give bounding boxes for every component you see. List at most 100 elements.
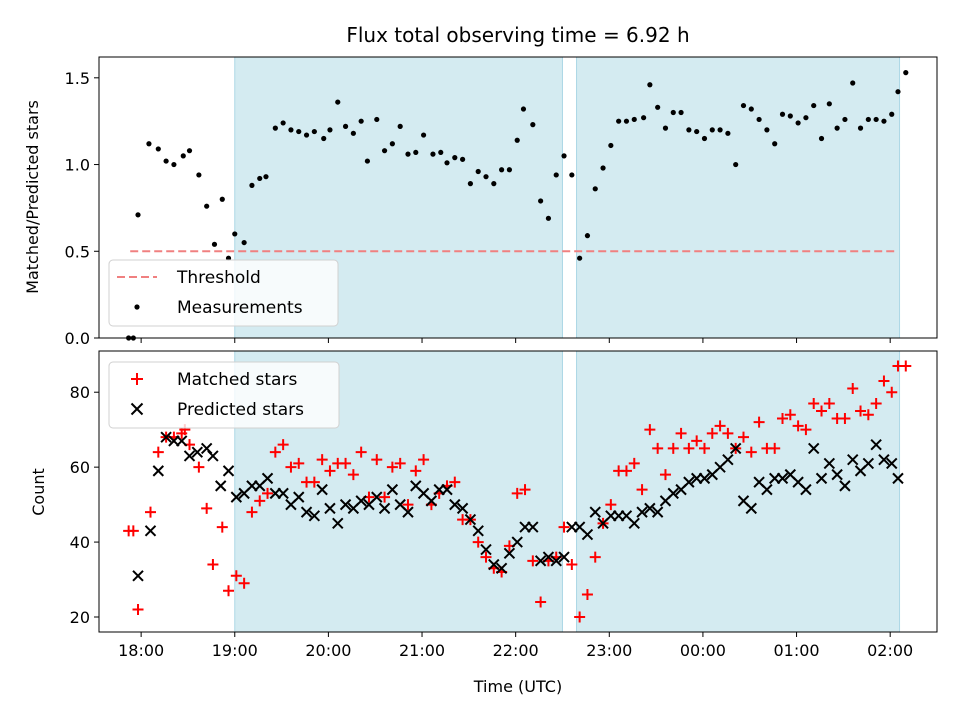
data-point (545, 215, 552, 221)
data-point (135, 212, 141, 218)
data-point (581, 589, 593, 601)
data-point (886, 457, 898, 470)
data-point (232, 231, 238, 237)
data-point (745, 502, 758, 515)
data-point (581, 528, 594, 541)
data-point (584, 233, 591, 239)
data-point (566, 559, 578, 571)
data-point (475, 168, 481, 175)
data-point (895, 89, 901, 95)
data-point (216, 521, 228, 533)
data-point (499, 167, 505, 173)
top-y-axis-label: Matched/Predicted stars (23, 100, 42, 294)
data-point (855, 405, 867, 417)
data-point (683, 476, 695, 488)
data-point (628, 457, 640, 469)
data-point (364, 158, 371, 164)
legend-plus-swatch (131, 373, 143, 385)
data-point (215, 480, 227, 492)
legend: Threshold Measurements (108, 259, 339, 327)
data-point (519, 484, 531, 496)
data-point (262, 487, 274, 499)
data-point (652, 442, 664, 454)
data-point (355, 446, 367, 458)
data-point (467, 181, 474, 187)
data-point (903, 70, 909, 76)
data-point (823, 457, 836, 470)
data-point (662, 125, 669, 131)
data-point (246, 506, 258, 518)
data-point (418, 454, 430, 466)
data-point (628, 517, 640, 530)
data-point (542, 551, 555, 563)
axes-frame (98, 350, 938, 633)
data-point (686, 127, 692, 133)
data-point (480, 551, 492, 563)
data-point (636, 484, 648, 496)
data-point (651, 506, 664, 518)
data-point (277, 487, 289, 500)
data-point (308, 510, 321, 522)
data-point (834, 125, 840, 131)
data-point (535, 596, 547, 608)
data-point (196, 172, 202, 178)
data-point (316, 483, 328, 496)
data-point (241, 239, 247, 246)
y-tick-label: 80 (70, 383, 90, 402)
bottom-y-axis-label: Count (29, 468, 48, 516)
series-predicted-stars (132, 431, 904, 582)
data-point (155, 146, 161, 152)
y-tick-label: 20 (70, 608, 90, 627)
data-point (655, 104, 661, 110)
data-point (667, 487, 679, 500)
data-point (574, 611, 586, 623)
data-point (787, 113, 793, 119)
data-point (238, 577, 250, 589)
data-point (772, 141, 778, 147)
data-point (441, 483, 453, 496)
legend: Matched stars Predicted stars (108, 361, 340, 429)
data-point (207, 450, 219, 462)
y-tick-label: 60 (70, 458, 90, 477)
data-point (280, 120, 286, 126)
data-point (204, 203, 210, 209)
data-point (371, 491, 383, 503)
data-point (410, 465, 422, 477)
data-point (717, 127, 723, 133)
data-point (756, 116, 762, 123)
data-point (659, 469, 671, 481)
y-tick-label: 1.0 (65, 156, 90, 175)
data-point (503, 547, 516, 560)
data-point (873, 116, 879, 123)
data-point (620, 465, 632, 477)
data-point (257, 175, 263, 182)
x-tick-label: 02:00 (867, 641, 913, 660)
data-point (207, 559, 219, 571)
data-point (641, 115, 647, 121)
legend-dot-swatch (134, 304, 140, 310)
x-axis-label: Time (UTC) (473, 677, 562, 696)
shaded-interval (576, 350, 901, 633)
data-point (698, 472, 711, 485)
data-point (870, 397, 882, 409)
data-point (694, 128, 700, 135)
data-point (534, 555, 547, 567)
data-point (347, 469, 359, 481)
data-point (379, 491, 391, 503)
data-point (808, 442, 820, 455)
data-point (878, 453, 890, 466)
data-point (339, 498, 352, 511)
data-point (316, 454, 328, 466)
data-point (272, 125, 278, 131)
data-point (857, 125, 864, 131)
data-point (667, 442, 679, 454)
data-point (430, 151, 436, 157)
data-point (324, 502, 336, 515)
x-tick-label: 22:00 (493, 641, 539, 660)
data-point (472, 536, 484, 548)
data-point (371, 454, 383, 466)
data-point (823, 397, 835, 409)
legend-x-swatch (130, 402, 144, 416)
data-point (706, 427, 718, 439)
